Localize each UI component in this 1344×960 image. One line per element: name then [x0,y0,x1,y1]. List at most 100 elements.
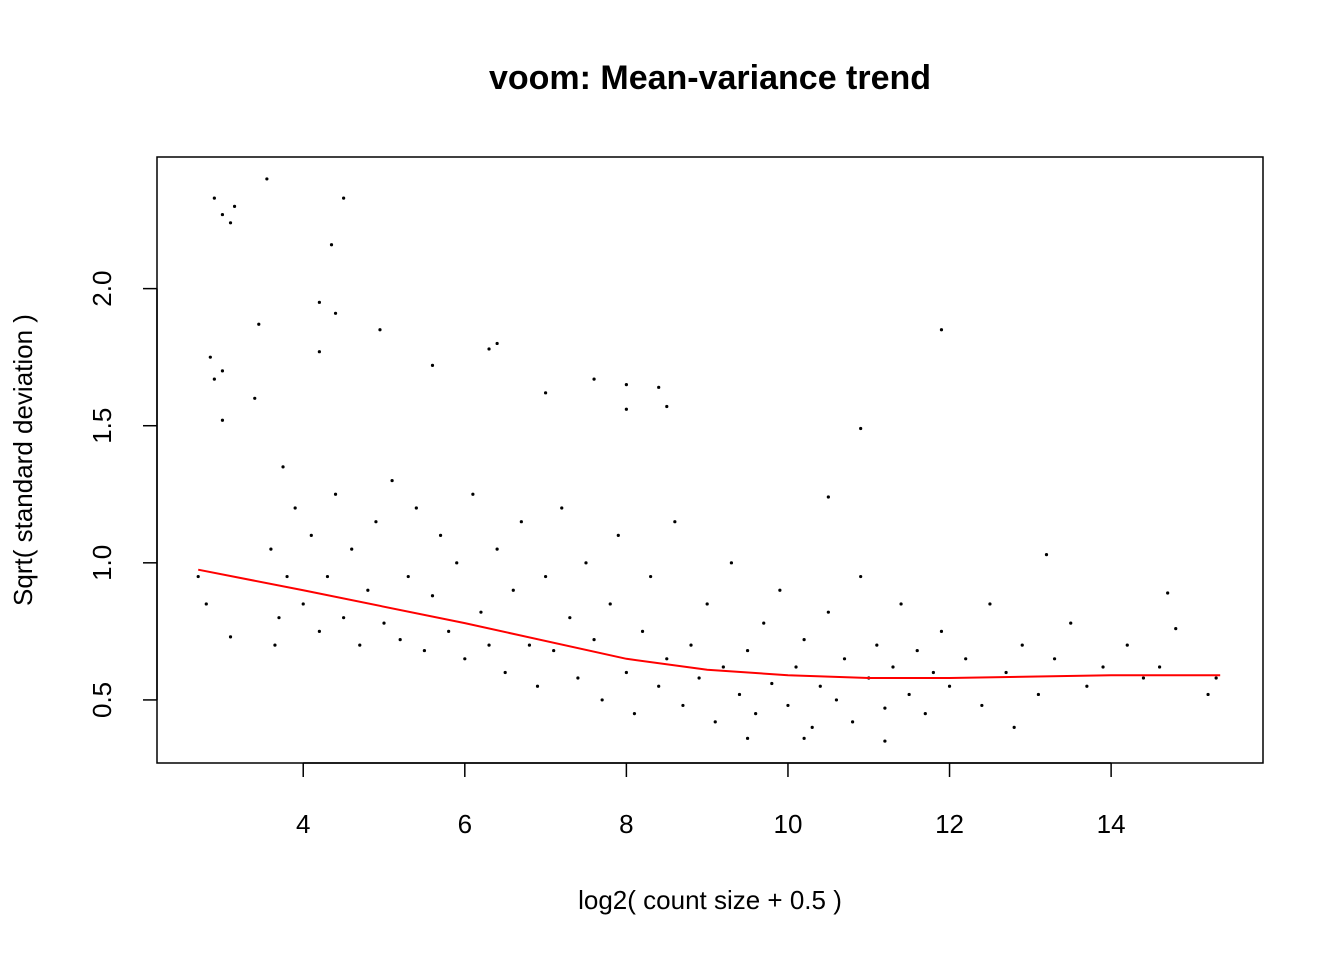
x-tick-label: 14 [1097,809,1126,839]
point [342,616,346,620]
point [366,588,370,592]
point [430,594,435,598]
point [859,574,863,579]
point [939,328,944,332]
point [430,363,435,367]
point [519,520,523,524]
point [859,426,863,431]
point [632,712,637,716]
point [689,643,693,647]
point [317,350,321,354]
point [1141,676,1146,680]
point [253,396,257,400]
point [600,698,604,702]
point [269,547,273,551]
point [649,574,653,579]
point [1174,627,1178,631]
y-tick-label: 1.5 [87,408,117,444]
point [535,684,540,688]
point [447,629,451,633]
point [657,684,661,688]
point [786,703,790,708]
x-tick-label: 12 [935,809,964,839]
point [422,648,427,653]
point [705,602,709,606]
point [1020,643,1024,647]
point [333,492,338,496]
point [802,736,806,740]
point [228,221,233,225]
point [1157,665,1162,669]
point [592,377,596,381]
point [414,506,418,510]
point [713,720,717,724]
point [640,629,645,633]
point [527,643,532,647]
point [220,418,225,422]
point [608,602,612,606]
point [511,588,515,592]
point [309,533,313,538]
point [390,478,394,483]
point [770,681,774,686]
point [624,670,628,675]
point [592,638,596,642]
point [1085,684,1089,688]
point [487,347,491,351]
point [826,610,830,614]
point [947,684,952,688]
x-tick-label: 6 [458,809,472,839]
x-tick-label: 8 [619,809,633,839]
point [778,588,782,592]
point [624,382,628,387]
point [325,574,330,579]
point [503,670,507,675]
point [616,533,620,538]
point [834,698,839,702]
point [842,657,847,661]
y-tick-label: 0.5 [87,682,117,718]
point [301,602,305,606]
point [382,621,386,625]
point [697,676,701,680]
point [232,204,237,208]
y-tick-label: 2.0 [87,271,117,307]
point [265,177,269,181]
point [681,703,685,708]
point [721,665,725,669]
point [754,712,758,716]
x-axis-title: log2( count size + 0.5 ) [578,885,842,915]
point [794,665,798,669]
point [281,465,285,469]
point [342,196,346,200]
point [277,616,281,620]
x-tick-label: 4 [296,809,310,839]
point [802,638,806,642]
point [826,495,830,499]
point [1004,670,1008,675]
point [1069,621,1073,625]
point [543,574,548,579]
point [495,547,499,551]
point [228,635,233,639]
point [850,720,855,724]
point [745,736,750,740]
trend-line [198,568,1221,679]
point [584,561,588,565]
point [463,657,467,661]
point [196,574,200,579]
point [1214,676,1218,680]
point [212,377,216,381]
point [378,328,382,332]
point [1206,692,1210,697]
point [257,322,261,326]
chart-title: voom: Mean-variance trend [489,59,931,97]
point [438,533,443,538]
point [495,341,499,346]
point [317,629,321,633]
point [899,602,903,606]
point [810,725,814,729]
point [1101,665,1105,669]
point [883,706,887,710]
